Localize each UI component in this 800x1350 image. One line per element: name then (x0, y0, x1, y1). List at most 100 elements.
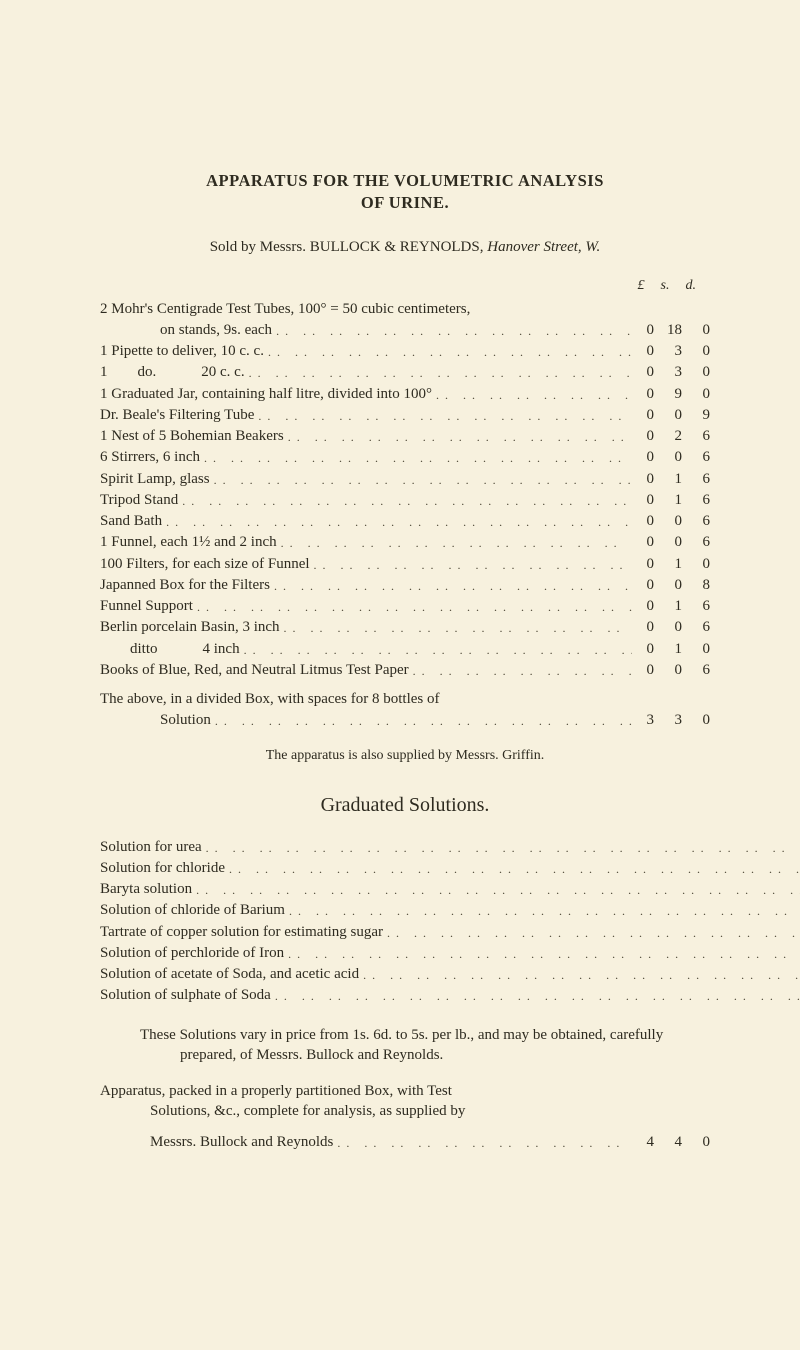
item-row: Tripod Stand.. .. .. .. .. .. .. .. .. .… (100, 490, 710, 510)
price-d: 6 (692, 596, 710, 616)
leader-dots: .. .. .. .. .. .. .. .. .. .. .. .. .. .… (387, 925, 800, 941)
price-s: 18 (664, 320, 682, 340)
leader-dots: .. .. .. .. .. .. .. .. .. .. .. .. .. .… (276, 323, 632, 339)
solution-row: Tartrate of copper solution for estimati… (100, 922, 800, 942)
item-row: Sand Bath.. .. .. .. .. .. .. .. .. .. .… (100, 511, 710, 531)
price-d: 0 (692, 554, 710, 574)
item-price: 030 (636, 341, 710, 361)
final-line2: Solutions, &c., complete for analysis, a… (100, 1101, 710, 1121)
page-content: APPARATUS FOR THE VOLUMETRIC ANALYSIS OF… (0, 0, 800, 1192)
item-price: 0180 (636, 320, 710, 340)
leader-dots: .. .. .. .. .. .. .. .. .. .. .. .. .. .… (214, 472, 632, 488)
price-d: 0 (692, 362, 710, 382)
item-desc: Japanned Box for the Filters (100, 575, 270, 595)
leader-dots: .. .. .. .. .. .. .. .. .. .. .. .. .. .… (288, 946, 800, 962)
item-price: 006 (636, 532, 710, 552)
price-s: 0 (664, 575, 682, 595)
item-price: 016 (636, 596, 710, 616)
item-desc: 1 do. 20 c. c. (100, 362, 245, 382)
final-price: 4 4 0 (636, 1132, 710, 1152)
price-L: 0 (636, 575, 654, 595)
solution-desc: Solution of acetate of Soda, and acetic … (100, 964, 359, 984)
solution-row: Solution of perchloride of Iron.. .. .. … (100, 943, 800, 963)
leader-dots: .. .. .. .. .. .. .. .. .. .. .. .. .. .… (275, 988, 800, 1004)
leader-dots: .. .. .. .. .. .. .. .. .. .. .. .. .. .… (249, 365, 632, 381)
price-s: 0 (664, 447, 682, 467)
item-row: Funnel Support.. .. .. .. .. .. .. .. ..… (100, 596, 710, 616)
price-note: These Solutions vary in price from 1s. 6… (100, 1025, 710, 1066)
price-L: 0 (636, 341, 654, 361)
lsd-header: £ s. d. (100, 277, 710, 296)
solution-row: Solution for chloride.. .. .. .. .. .. .… (100, 858, 800, 878)
leader-dots: .. .. .. .. .. .. .. .. .. .. .. .. .. .… (182, 493, 632, 509)
item-price: 006 (636, 447, 710, 467)
price-L: 0 (636, 660, 654, 680)
leader-dots: .. .. .. .. .. .. .. .. .. .. .. .. .. .… (166, 514, 632, 530)
item-row: 100 Filters, for each size of Funnel.. .… (100, 554, 710, 574)
price-L: 0 (636, 469, 654, 489)
item-desc: ditto 4 inch (100, 639, 240, 659)
solution-row: Baryta solution.. .. .. .. .. .. .. .. .… (100, 879, 800, 899)
solution-row: Solution for urea.. .. .. .. .. .. .. ..… (100, 837, 800, 857)
price-d: 0 (692, 320, 710, 340)
price-L: 3 (636, 710, 654, 730)
price-d: 6 (692, 490, 710, 510)
item-cont: on stands, 9s. each (100, 320, 272, 340)
price-d: 6 (692, 660, 710, 680)
box-item-price: 3 3 0 (636, 710, 710, 730)
items-list: 2 Mohr's Centigrade Test Tubes, 100° = 5… (100, 299, 710, 681)
sold-prefix: Sold by Messrs. BULLOCK & REYNOLDS, (210, 239, 488, 255)
item-row: 1 do. 20 c. c... .. .. .. .. .. .. .. ..… (100, 362, 710, 382)
item-price: 006 (636, 511, 710, 531)
box-item-line1: The above, in a divided Box, with spaces… (100, 689, 440, 709)
leader-dots: .. .. .. .. .. .. .. .. .. .. .. .. .. .… (244, 642, 632, 658)
final-line3: Messrs. Bullock and Reynolds (100, 1132, 333, 1152)
price-s: 1 (664, 596, 682, 616)
price-s: 0 (664, 405, 682, 425)
item-row: on stands, 9s. each.. .. .. .. .. .. .. … (100, 320, 710, 340)
price-s: 3 (664, 362, 682, 382)
solution-row: Solution of sulphate of Soda.. .. .. .. … (100, 985, 800, 1005)
item-desc: 100 Filters, for each size of Funnel (100, 554, 310, 574)
leader-dots: .. .. .. .. .. .. .. .. .. .. .. .. .. .… (337, 1135, 632, 1151)
item-row: 1 Pipette to deliver, 10 c. c... .. .. .… (100, 341, 710, 361)
price-s: 1 (664, 490, 682, 510)
box-item-cont: Solution (100, 710, 211, 730)
price-L: 0 (636, 426, 654, 446)
leader-dots: .. .. .. .. .. .. .. .. .. .. .. .. .. .… (204, 450, 632, 466)
item-price: 008 (636, 575, 710, 595)
price-d: 0 (692, 341, 710, 361)
item-desc: Funnel Support (100, 596, 193, 616)
leader-dots: .. .. .. .. .. .. .. .. .. .. .. .. .. .… (289, 903, 800, 919)
price-d: 9 (692, 405, 710, 425)
leader-dots: .. .. .. .. .. .. .. .. .. .. .. .. .. .… (206, 840, 800, 856)
price-L: 0 (636, 532, 654, 552)
item-desc: 1 Nest of 5 Bohemian Beakers (100, 426, 284, 446)
price-L: 0 (636, 554, 654, 574)
item-price: 006 (636, 660, 710, 680)
item-desc: 1 Funnel, each 1½ and 2 inch (100, 532, 277, 552)
sold-by-line: Sold by Messrs. BULLOCK & REYNOLDS, Hano… (100, 237, 710, 257)
solution-desc: Tartrate of copper solution for estimati… (100, 922, 383, 942)
item-row: 2 Mohr's Centigrade Test Tubes, 100° = 5… (100, 299, 710, 319)
item-desc: 2 Mohr's Centigrade Test Tubes, 100° = 5… (100, 299, 470, 319)
item-desc: Books of Blue, Red, and Neutral Litmus T… (100, 660, 409, 680)
final-block: Apparatus, packed in a properly partitio… (100, 1081, 710, 1152)
item-desc: Berlin porcelain Basin, 3 inch (100, 617, 280, 637)
price-d: 6 (692, 469, 710, 489)
item-price: 016 (636, 490, 710, 510)
price-d: 0 (692, 710, 710, 730)
box-item: The above, in a divided Box, with spaces… (100, 689, 710, 731)
leader-dots: .. .. .. .. .. .. .. .. .. .. .. .. .. .… (363, 967, 800, 983)
item-desc: 1 Graduated Jar, containing half litre, … (100, 384, 432, 404)
price-s: 3 (664, 710, 682, 730)
price-s: 4 (664, 1132, 682, 1152)
item-row: Books of Blue, Red, and Neutral Litmus T… (100, 660, 710, 680)
price-d: 6 (692, 617, 710, 637)
price-s: 1 (664, 639, 682, 659)
sold-italic: Hanover Street, W. (487, 239, 600, 255)
item-desc: Sand Bath (100, 511, 162, 531)
price-L: 0 (636, 490, 654, 510)
item-desc: Tripod Stand (100, 490, 178, 510)
item-row: 1 Funnel, each 1½ and 2 inch.. .. .. .. … (100, 532, 710, 552)
